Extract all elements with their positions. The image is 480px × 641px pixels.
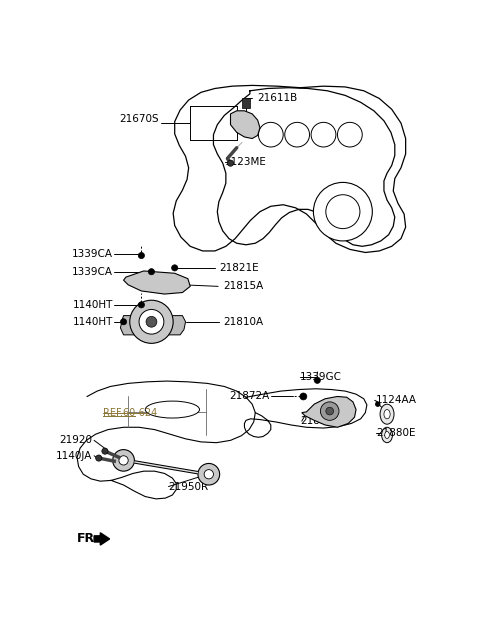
Text: 21872A: 21872A [229, 392, 269, 401]
Text: 1140HT: 1140HT [72, 317, 113, 327]
Text: 21815A: 21815A [223, 281, 263, 292]
Text: 1339CA: 1339CA [72, 249, 113, 259]
Ellipse shape [145, 401, 200, 418]
Text: 21830: 21830 [300, 416, 333, 426]
Circle shape [130, 300, 173, 344]
Circle shape [113, 449, 134, 471]
Text: 1339CA: 1339CA [72, 267, 113, 277]
Text: 21821E: 21821E [219, 263, 259, 273]
Text: FR.: FR. [77, 533, 100, 545]
Circle shape [258, 122, 283, 147]
Ellipse shape [384, 410, 390, 419]
Circle shape [326, 195, 360, 229]
Text: 21920: 21920 [60, 435, 93, 445]
Ellipse shape [382, 428, 393, 443]
Text: 21950R: 21950R [168, 481, 209, 492]
Polygon shape [123, 271, 190, 294]
Polygon shape [242, 99, 250, 108]
Circle shape [138, 302, 144, 308]
Circle shape [139, 310, 164, 334]
Circle shape [172, 265, 178, 271]
Circle shape [300, 393, 307, 400]
Circle shape [313, 183, 372, 241]
Polygon shape [120, 315, 186, 335]
Text: 1140JA: 1140JA [56, 451, 93, 461]
Circle shape [337, 122, 362, 147]
Circle shape [285, 122, 310, 147]
Circle shape [375, 402, 380, 406]
Circle shape [138, 253, 144, 258]
Circle shape [314, 377, 321, 383]
Circle shape [198, 463, 220, 485]
Polygon shape [230, 111, 260, 138]
Ellipse shape [380, 404, 394, 424]
Text: 21670S: 21670S [120, 114, 159, 124]
Text: 1339GC: 1339GC [300, 372, 342, 382]
Text: 1124AA: 1124AA [376, 395, 417, 405]
Text: REF.60-624: REF.60-624 [103, 408, 157, 418]
Circle shape [146, 317, 157, 327]
Polygon shape [94, 533, 109, 545]
Circle shape [119, 456, 128, 465]
Text: 21880E: 21880E [376, 428, 416, 438]
Text: 21611B: 21611B [258, 94, 298, 103]
Circle shape [102, 448, 108, 454]
Text: 21810A: 21810A [223, 317, 263, 327]
Text: 1123ME: 1123ME [225, 156, 267, 167]
Circle shape [96, 455, 102, 461]
Circle shape [204, 470, 214, 479]
Circle shape [120, 319, 127, 325]
Circle shape [228, 160, 234, 166]
Circle shape [326, 407, 334, 415]
Polygon shape [302, 397, 356, 428]
Circle shape [148, 269, 155, 275]
Ellipse shape [385, 431, 389, 438]
Text: 1140HT: 1140HT [72, 300, 113, 310]
Circle shape [321, 402, 339, 420]
Circle shape [311, 122, 336, 147]
